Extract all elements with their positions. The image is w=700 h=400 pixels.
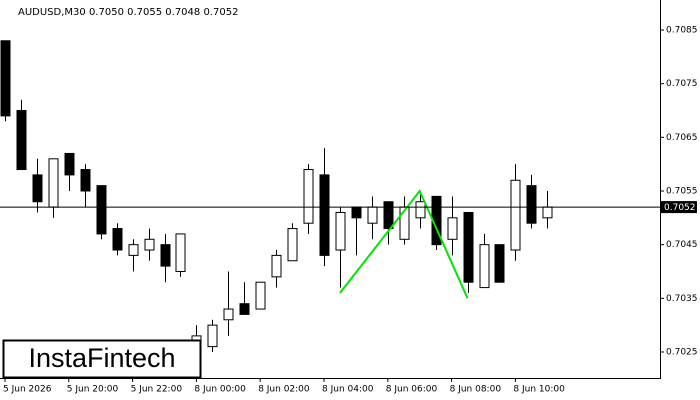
candle-body (383, 201, 394, 230)
y-tick-label: 0.7045 (666, 240, 698, 250)
y-tick-label: 0.7075 (666, 79, 698, 89)
candle-body (510, 179, 521, 251)
last-price-label: 0.7052 (664, 203, 696, 213)
last-price-box (661, 201, 697, 214)
candle-body (319, 174, 330, 256)
candle-body (112, 228, 123, 251)
candle-body (303, 169, 314, 224)
candle-body (255, 281, 266, 310)
candle-body (144, 238, 155, 251)
logo-box (2, 339, 202, 379)
candle-body (48, 158, 59, 208)
candle-body (447, 217, 458, 240)
x-tick-label: 8 Jun 08:00 (450, 385, 502, 395)
y-tick-label: 0.7055 (666, 187, 698, 197)
candle-body (175, 233, 186, 272)
x-tick-label: 5 Jun 22:00 (131, 385, 183, 395)
candle-body (271, 254, 282, 278)
candle-body (335, 211, 346, 251)
candle-body (128, 244, 139, 256)
y-tick-label: 0.7085 (666, 26, 698, 36)
candle-body (64, 152, 75, 176)
x-tick-label: 8 Jun 00:00 (194, 385, 246, 395)
y-tick-label: 0.7065 (666, 133, 698, 143)
y-tick-label: 0.7035 (666, 294, 698, 304)
candle-body (96, 185, 107, 235)
candle-body (0, 40, 11, 117)
candle-body (526, 185, 537, 224)
candle-body (463, 211, 474, 283)
candle-body (207, 324, 218, 348)
candle-body (479, 244, 490, 289)
x-tick-label: 8 Jun 04:00 (322, 385, 374, 395)
x-tick-label: 5 Jun 20:00 (67, 385, 119, 395)
candle-body (239, 303, 250, 315)
candle-body (351, 206, 362, 219)
candle-body (542, 206, 553, 219)
candle-body (494, 244, 505, 283)
chart-header: AUDUSD,M30 0.7050 0.7055 0.7048 0.7052 (18, 7, 238, 18)
candle-body (32, 174, 43, 203)
candle-body (16, 110, 27, 171)
x-tick-label: 8 Jun 10:00 (513, 385, 565, 395)
x-tick-label: 8 Jun 06:00 (386, 385, 438, 395)
candle-body (367, 206, 378, 224)
candle-body (160, 244, 171, 267)
candle-body (80, 169, 91, 192)
candle-body (415, 201, 426, 219)
logo-text: InstaFintech (28, 343, 175, 373)
candle-body (287, 228, 298, 262)
x-tick-label: 5 Jun 2026 (3, 385, 52, 395)
y-tick-label: 0.7025 (666, 347, 698, 357)
candle-body (223, 308, 234, 321)
pattern-line (339, 189, 469, 299)
x-tick-label: 8 Jun 02:00 (258, 385, 310, 395)
